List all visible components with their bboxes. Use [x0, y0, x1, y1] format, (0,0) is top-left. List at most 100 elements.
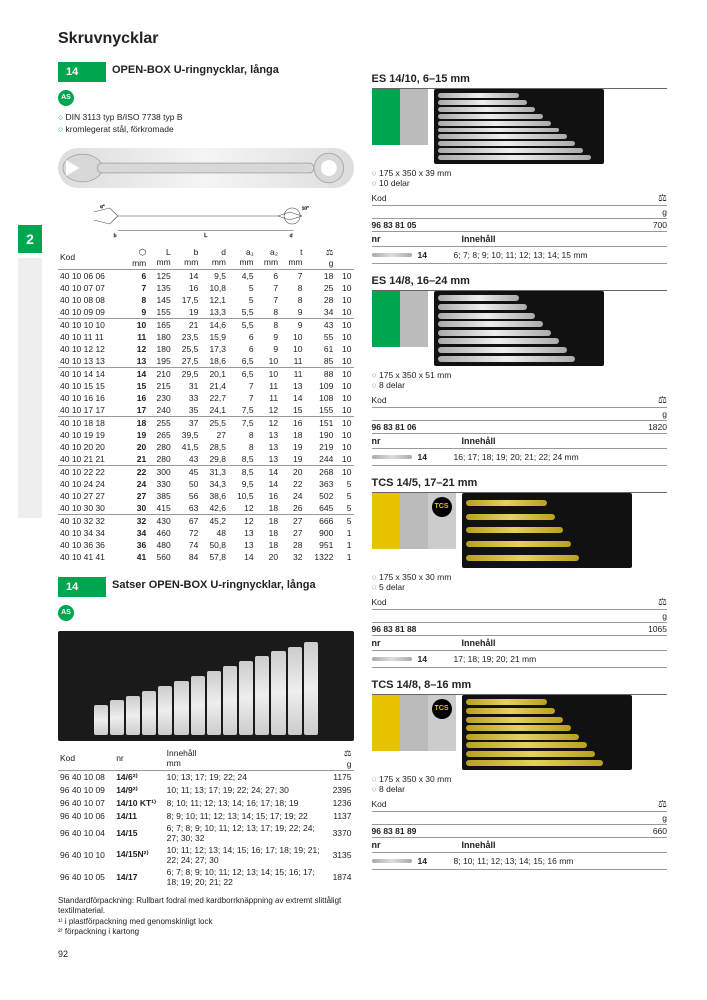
nr-value: 14 [418, 654, 448, 664]
side-tab-grey [18, 258, 42, 518]
kod-label: Kod [372, 799, 387, 810]
bullet: 175 x 350 x 30 mm [372, 774, 668, 784]
side-tab: 2 [18, 225, 42, 253]
sec2-num: 14 [58, 577, 106, 597]
kod-value: 96 83 81 06 [372, 422, 417, 432]
mini-wrench-icon [372, 859, 412, 863]
svg-text:10°: 10° [302, 205, 309, 211]
swatch [372, 291, 400, 347]
left-col: 14 OPEN-BOX U-ringnycklar, långa AS DIN … [58, 62, 354, 937]
swatch [372, 493, 400, 549]
bullet: DIN 3113 typ B/ISO 7738 typ B [58, 112, 354, 124]
weight-value: 700 [653, 220, 667, 230]
tray-section: ES 14/10, 6–15 mm175 x 350 x 39 mm10 del… [372, 70, 668, 264]
innehall-value: 6; 7; 8; 9; 10; 11; 12; 13; 14; 15 mm [454, 250, 588, 260]
table-row: 40 10 13 131319527,518,66,510118510 [58, 355, 354, 368]
weight-icon [658, 193, 667, 204]
table-row: 96 40 10 0714/10 KT¹⁾8; 10; 11; 12; 13; … [58, 797, 354, 810]
sec2-title: Satser OPEN-BOX U-ringnycklar, långa [112, 577, 316, 592]
bullet: 5 delar [372, 582, 668, 592]
innehall-label: Innehåll [462, 840, 496, 850]
nr-label: nr [372, 840, 462, 850]
mini-wrench-icon [372, 657, 412, 661]
nr-value: 14 [418, 856, 448, 866]
bullet: 175 x 350 x 30 mm [372, 572, 668, 582]
set-photo [58, 631, 354, 741]
g-label: g [662, 207, 667, 217]
table-row: 40 10 36 36364807450,81318289511 [58, 539, 354, 551]
table-row: 96 40 10 0514/176; 7; 8; 9; 10; 11; 12; … [58, 866, 354, 888]
footer-note: Standardförpackning: Rullbart fodral med… [58, 896, 354, 938]
table-row: 40 10 16 16162303322,77111410810 [58, 392, 354, 404]
sec1-num: 14 [58, 62, 106, 82]
weight-value: 1820 [648, 422, 667, 432]
tray-title: TCS 14/5, 17–21 mm [372, 474, 668, 493]
tcs-badge: TCS [432, 699, 452, 719]
tray-section: TCS 14/5, 17–21 mm TCS 175 x 350 x 30 mm5 … [372, 474, 668, 668]
weight-icon [658, 597, 667, 608]
innehall-label: Innehåll [462, 436, 496, 446]
as-badge: AS [58, 90, 74, 106]
sec1-bullets: DIN 3113 typ B/ISO 7738 typ Bkromlegerat… [58, 112, 354, 136]
innehall-value: 17; 18; 19; 20; 21 mm [454, 654, 537, 664]
content-row: 146; 7; 8; 9; 10; 11; 12; 13; 14; 15 mm [372, 247, 668, 264]
g-label: g [662, 611, 667, 621]
kod-label: Kod [372, 193, 387, 204]
tray-photo [434, 89, 604, 164]
table-row: 96 40 10 0414/156; 7; 8; 9; 10; 11; 12; … [58, 822, 354, 844]
table-row: 40 10 32 32324306745,21218276665 [58, 514, 354, 527]
svg-text:b: b [114, 233, 117, 239]
content-row: 1416; 17; 18; 19; 20; 21; 22; 24 mm [372, 449, 668, 466]
nr-label: nr [372, 234, 462, 244]
table-row: 40 10 24 24243305034,39,514223635 [58, 478, 354, 490]
weight-value: 1065 [648, 624, 667, 634]
table-row: 40 10 12 121218025,517,369106110 [58, 343, 354, 355]
table-row: 40 10 18 18182553725,57,5121615110 [58, 416, 354, 429]
tray-section: ES 14/8, 16–24 mm 175 x 350 x 51 mm8 dela… [372, 272, 668, 466]
kod-label: Kod [372, 597, 387, 608]
swatch [400, 695, 428, 751]
bullet: kromlegerat stål, förkromade [58, 124, 354, 136]
table-row: 40 10 10 10101652114,65,5894310 [58, 318, 354, 331]
table-row: 40 10 07 0771351610,85782510 [58, 282, 354, 294]
table-row: 96 40 10 0814/6²⁾10; 13; 17; 19; 22; 241… [58, 770, 354, 784]
nr-label: nr [372, 638, 462, 648]
bullet: 175 x 350 x 51 mm [372, 370, 668, 380]
kod-value: 96 83 81 05 [372, 220, 417, 230]
weight-value: 660 [653, 826, 667, 836]
svg-text:d: d [290, 233, 293, 239]
as-badge-2: AS [58, 605, 74, 621]
weight-icon [658, 395, 667, 406]
kod-label: Kod [372, 395, 387, 406]
table-row: 40 10 06 066125149,54,5671810 [58, 269, 354, 282]
table-row: 40 10 27 27273855638,610,516245025 [58, 490, 354, 502]
innehall-value: 8; 10; 11; 12; 13; 14; 15; 16 mm [454, 856, 574, 866]
table-row: 40 10 19 191926539,5278131819010 [58, 429, 354, 441]
table-row: 40 10 15 15152153121,47111310910 [58, 380, 354, 392]
tcs-badge: TCS [432, 497, 452, 517]
content-row: 14 8; 10; 11; 12; 13; 14; 15; 16 mm [372, 853, 668, 870]
right-col: ES 14/10, 6–15 mm175 x 350 x 39 mm10 del… [372, 62, 668, 937]
table-row: 40 10 08 08814517,512,15782810 [58, 294, 354, 306]
tray-title: ES 14/10, 6–15 mm [372, 70, 668, 89]
svg-text:α°: α° [100, 204, 105, 210]
bullet: 8 delar [372, 380, 668, 390]
table-row: 40 10 17 17172403524,17,5121515510 [58, 404, 354, 417]
swatch [400, 89, 428, 145]
mini-wrench-icon [372, 253, 412, 257]
table-row: 40 10 41 41415608457,814203213221 [58, 551, 354, 563]
table-row: 40 10 30 30304156342,61218266455 [58, 502, 354, 515]
g-label: g [662, 813, 667, 823]
svg-text:L: L [204, 233, 207, 239]
table-row: 40 10 11 111118023,515,969105510 [58, 331, 354, 343]
kod-value: 96 83 81 89 [372, 826, 417, 836]
tray-photo [462, 493, 632, 568]
sec2-table: KodnrInnehållmm⚖g 96 40 10 0814/6²⁾10; 1… [58, 747, 354, 888]
wrench-photo [58, 148, 354, 188]
tray-title: ES 14/8, 16–24 mm [372, 272, 668, 291]
table-row: 40 10 34 343446072481318279001 [58, 527, 354, 539]
swatch [372, 89, 400, 145]
table-row: 40 10 22 22223004531,38,5142026810 [58, 465, 354, 478]
tray-section: TCS 14/8, 8–16 mmTCS175 x 350 x 30 mm8 d… [372, 676, 668, 870]
innehall-value: 16; 17; 18; 19; 20; 21; 22; 24 mm [454, 452, 579, 462]
